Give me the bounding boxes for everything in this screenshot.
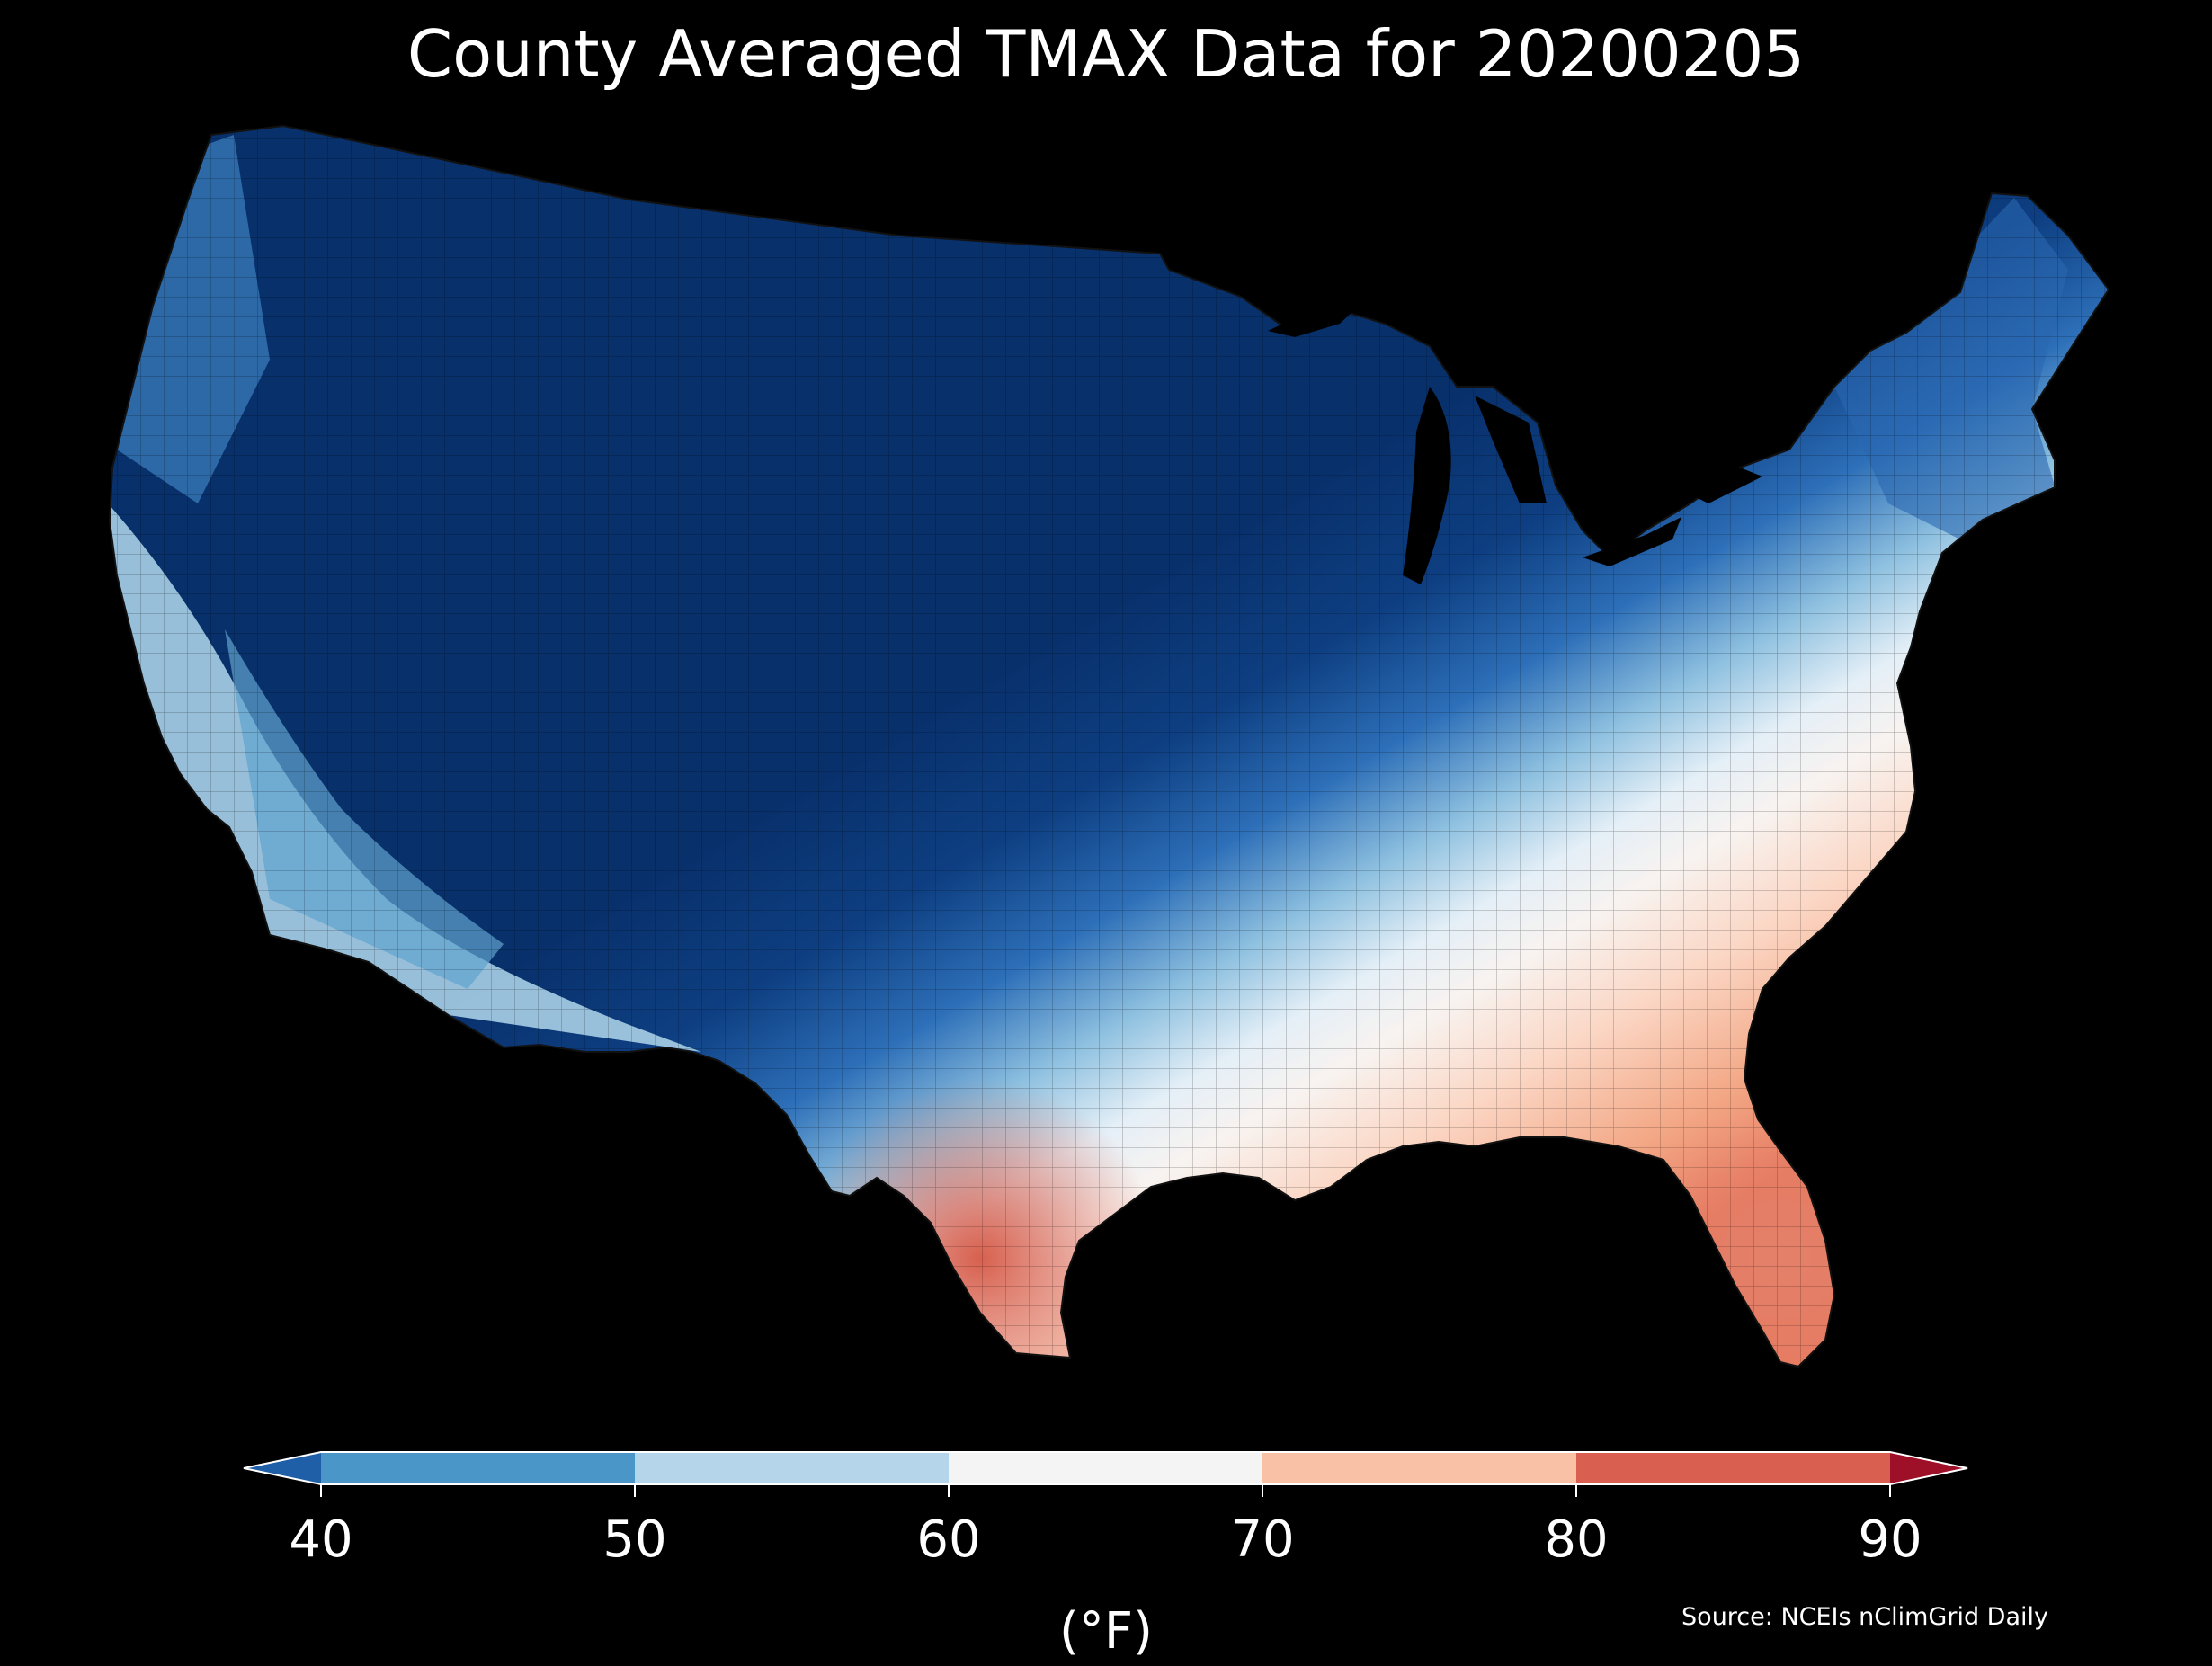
source-note: Source: NCEIs nClimGrid Daily bbox=[1681, 1603, 2048, 1631]
colorbar-tick-label: 50 bbox=[602, 1510, 667, 1569]
lake-superior bbox=[1268, 298, 1367, 337]
great-lakes bbox=[1268, 298, 1762, 584]
colorbar-over-arrow bbox=[1890, 1452, 1967, 1484]
colorbar-bin-40-50 bbox=[321, 1452, 635, 1484]
lake-erie bbox=[1583, 517, 1681, 566]
colorbar-tick-label: 80 bbox=[1544, 1510, 1609, 1569]
colorbar-bin-80-90 bbox=[1576, 1452, 1890, 1484]
colorbar-bin-50-60 bbox=[635, 1452, 949, 1484]
colorbar-tick-label: 70 bbox=[1230, 1510, 1295, 1569]
colorbar-tick-label: 40 bbox=[289, 1510, 353, 1569]
lake-michigan bbox=[1403, 387, 1451, 584]
colorbar-under-arrow bbox=[244, 1452, 321, 1484]
colorbar-bin-70-80 bbox=[1262, 1452, 1576, 1484]
lake-huron bbox=[1475, 396, 1547, 503]
colorbar-unit-label: (°F) bbox=[1059, 1602, 1153, 1661]
colorbar-bin-60-70 bbox=[949, 1452, 1262, 1484]
lake-ontario bbox=[1681, 468, 1762, 503]
colorbar bbox=[243, 1451, 1968, 1497]
colorbar-tick-label: 90 bbox=[1858, 1510, 1922, 1569]
colorbar-tick-label: 60 bbox=[916, 1510, 981, 1569]
map-title: County Averaged TMAX Data for 20200205 bbox=[406, 16, 1806, 92]
